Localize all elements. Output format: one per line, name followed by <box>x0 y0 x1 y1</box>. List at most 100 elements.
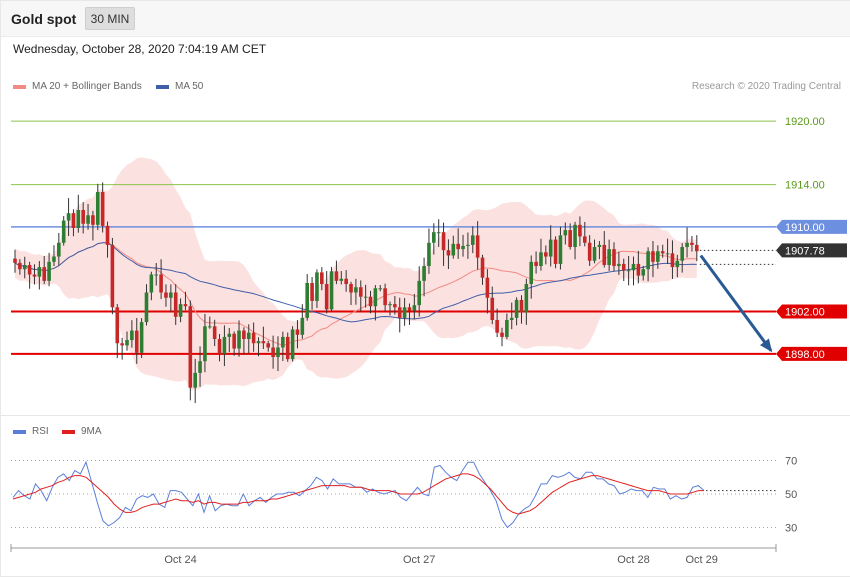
level-label-1907.78: 1907.78 <box>776 243 847 257</box>
candle-body <box>383 288 387 306</box>
candle-body <box>641 269 646 276</box>
candle-body <box>660 251 665 254</box>
candle <box>539 238 543 271</box>
candle-body <box>412 305 417 311</box>
candle <box>675 254 680 278</box>
candle-body <box>130 330 134 341</box>
candle-body <box>578 224 582 237</box>
candle-body <box>193 372 197 388</box>
candle-body <box>47 261 51 281</box>
candle-body <box>22 264 27 270</box>
candle <box>183 291 188 311</box>
candle-body <box>232 333 236 349</box>
candle-body <box>100 192 105 226</box>
candle-body <box>66 213 71 221</box>
candle <box>212 319 217 347</box>
timeframe-button[interactable]: 30 MIN <box>85 7 135 30</box>
candle-body <box>125 340 129 346</box>
candle <box>203 313 207 373</box>
candle-body <box>651 251 655 262</box>
candle <box>169 284 173 312</box>
candle <box>397 297 402 333</box>
candle <box>436 219 441 247</box>
candle <box>529 255 534 299</box>
candle <box>242 327 246 355</box>
x-tick-label: Oct 29 <box>685 554 717 566</box>
level-label-text: 1898.00 <box>785 349 825 361</box>
candle-body <box>626 270 631 272</box>
candle <box>685 227 689 258</box>
candle <box>422 257 426 297</box>
candle-body <box>456 243 460 250</box>
candle <box>612 242 616 272</box>
candle-body <box>432 232 436 243</box>
candle-body <box>173 292 178 317</box>
candle <box>470 226 475 254</box>
candle <box>300 304 305 339</box>
candle-body <box>475 235 480 258</box>
ma20-line <box>14 242 697 346</box>
candle <box>329 266 334 312</box>
candle-body <box>354 287 358 293</box>
candle-body <box>144 292 149 323</box>
candle <box>665 238 670 264</box>
candle-body <box>402 307 407 318</box>
candle-body <box>358 287 363 297</box>
candle <box>368 290 373 314</box>
candle <box>178 298 183 323</box>
candle <box>388 301 392 316</box>
candle <box>315 269 319 308</box>
ma50-swatch <box>156 84 169 89</box>
candle-body <box>466 244 470 246</box>
legend-ma20: MA 20 + Bollinger Bands <box>13 81 142 92</box>
x-tick-label: Oct 24 <box>164 554 196 566</box>
candle <box>173 284 178 325</box>
candle-body <box>115 307 120 344</box>
candle <box>466 232 470 259</box>
panel-divider <box>0 415 850 416</box>
candle <box>505 313 509 340</box>
candle <box>71 209 76 237</box>
candle <box>456 228 460 259</box>
candle-body <box>505 319 509 337</box>
candle <box>32 264 37 285</box>
candle <box>281 331 285 362</box>
rsi-ma-swatch <box>62 429 75 434</box>
candle <box>144 284 149 326</box>
candle <box>582 221 587 247</box>
candle-body <box>573 224 577 248</box>
candle-body <box>310 282 314 301</box>
candle <box>553 236 558 269</box>
candle <box>91 210 95 241</box>
candle <box>383 283 387 312</box>
timestamp: Wednesday, October 28, 2020 7:04:19 AM C… <box>13 42 267 56</box>
level-label-text: 1920.00 <box>785 116 825 128</box>
rsi-tick-label: 50 <box>785 489 797 501</box>
candle-body <box>222 336 227 354</box>
candle-body <box>388 304 392 306</box>
candle <box>27 261 32 289</box>
candle <box>578 216 582 247</box>
candle-body <box>451 243 456 256</box>
candle <box>621 258 626 282</box>
candle <box>290 326 295 362</box>
candle-body <box>71 213 76 228</box>
candle-body <box>91 215 95 225</box>
candle-body <box>675 260 680 268</box>
candle-body <box>690 242 694 245</box>
x-tick-label: Oct 28 <box>617 554 649 566</box>
candle <box>602 231 607 268</box>
candle <box>139 318 144 358</box>
candle-body <box>164 292 168 298</box>
candle <box>232 331 236 356</box>
candle-body <box>378 288 383 290</box>
candle <box>607 239 611 271</box>
candle-body <box>695 244 699 252</box>
candle <box>334 260 339 285</box>
candle <box>66 198 71 237</box>
candle <box>373 285 378 321</box>
candle-body <box>149 274 154 293</box>
candle-body <box>407 307 412 311</box>
candle <box>417 266 422 317</box>
